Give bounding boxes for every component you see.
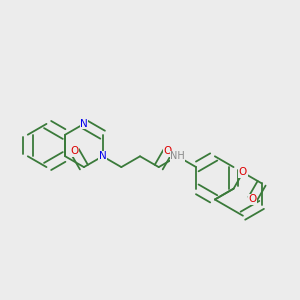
Text: O: O <box>239 167 247 178</box>
Text: NH: NH <box>170 151 185 161</box>
Text: N: N <box>80 119 88 129</box>
Text: O: O <box>248 194 256 204</box>
Text: O: O <box>164 146 172 156</box>
Text: N: N <box>99 151 106 161</box>
Text: O: O <box>70 146 79 156</box>
